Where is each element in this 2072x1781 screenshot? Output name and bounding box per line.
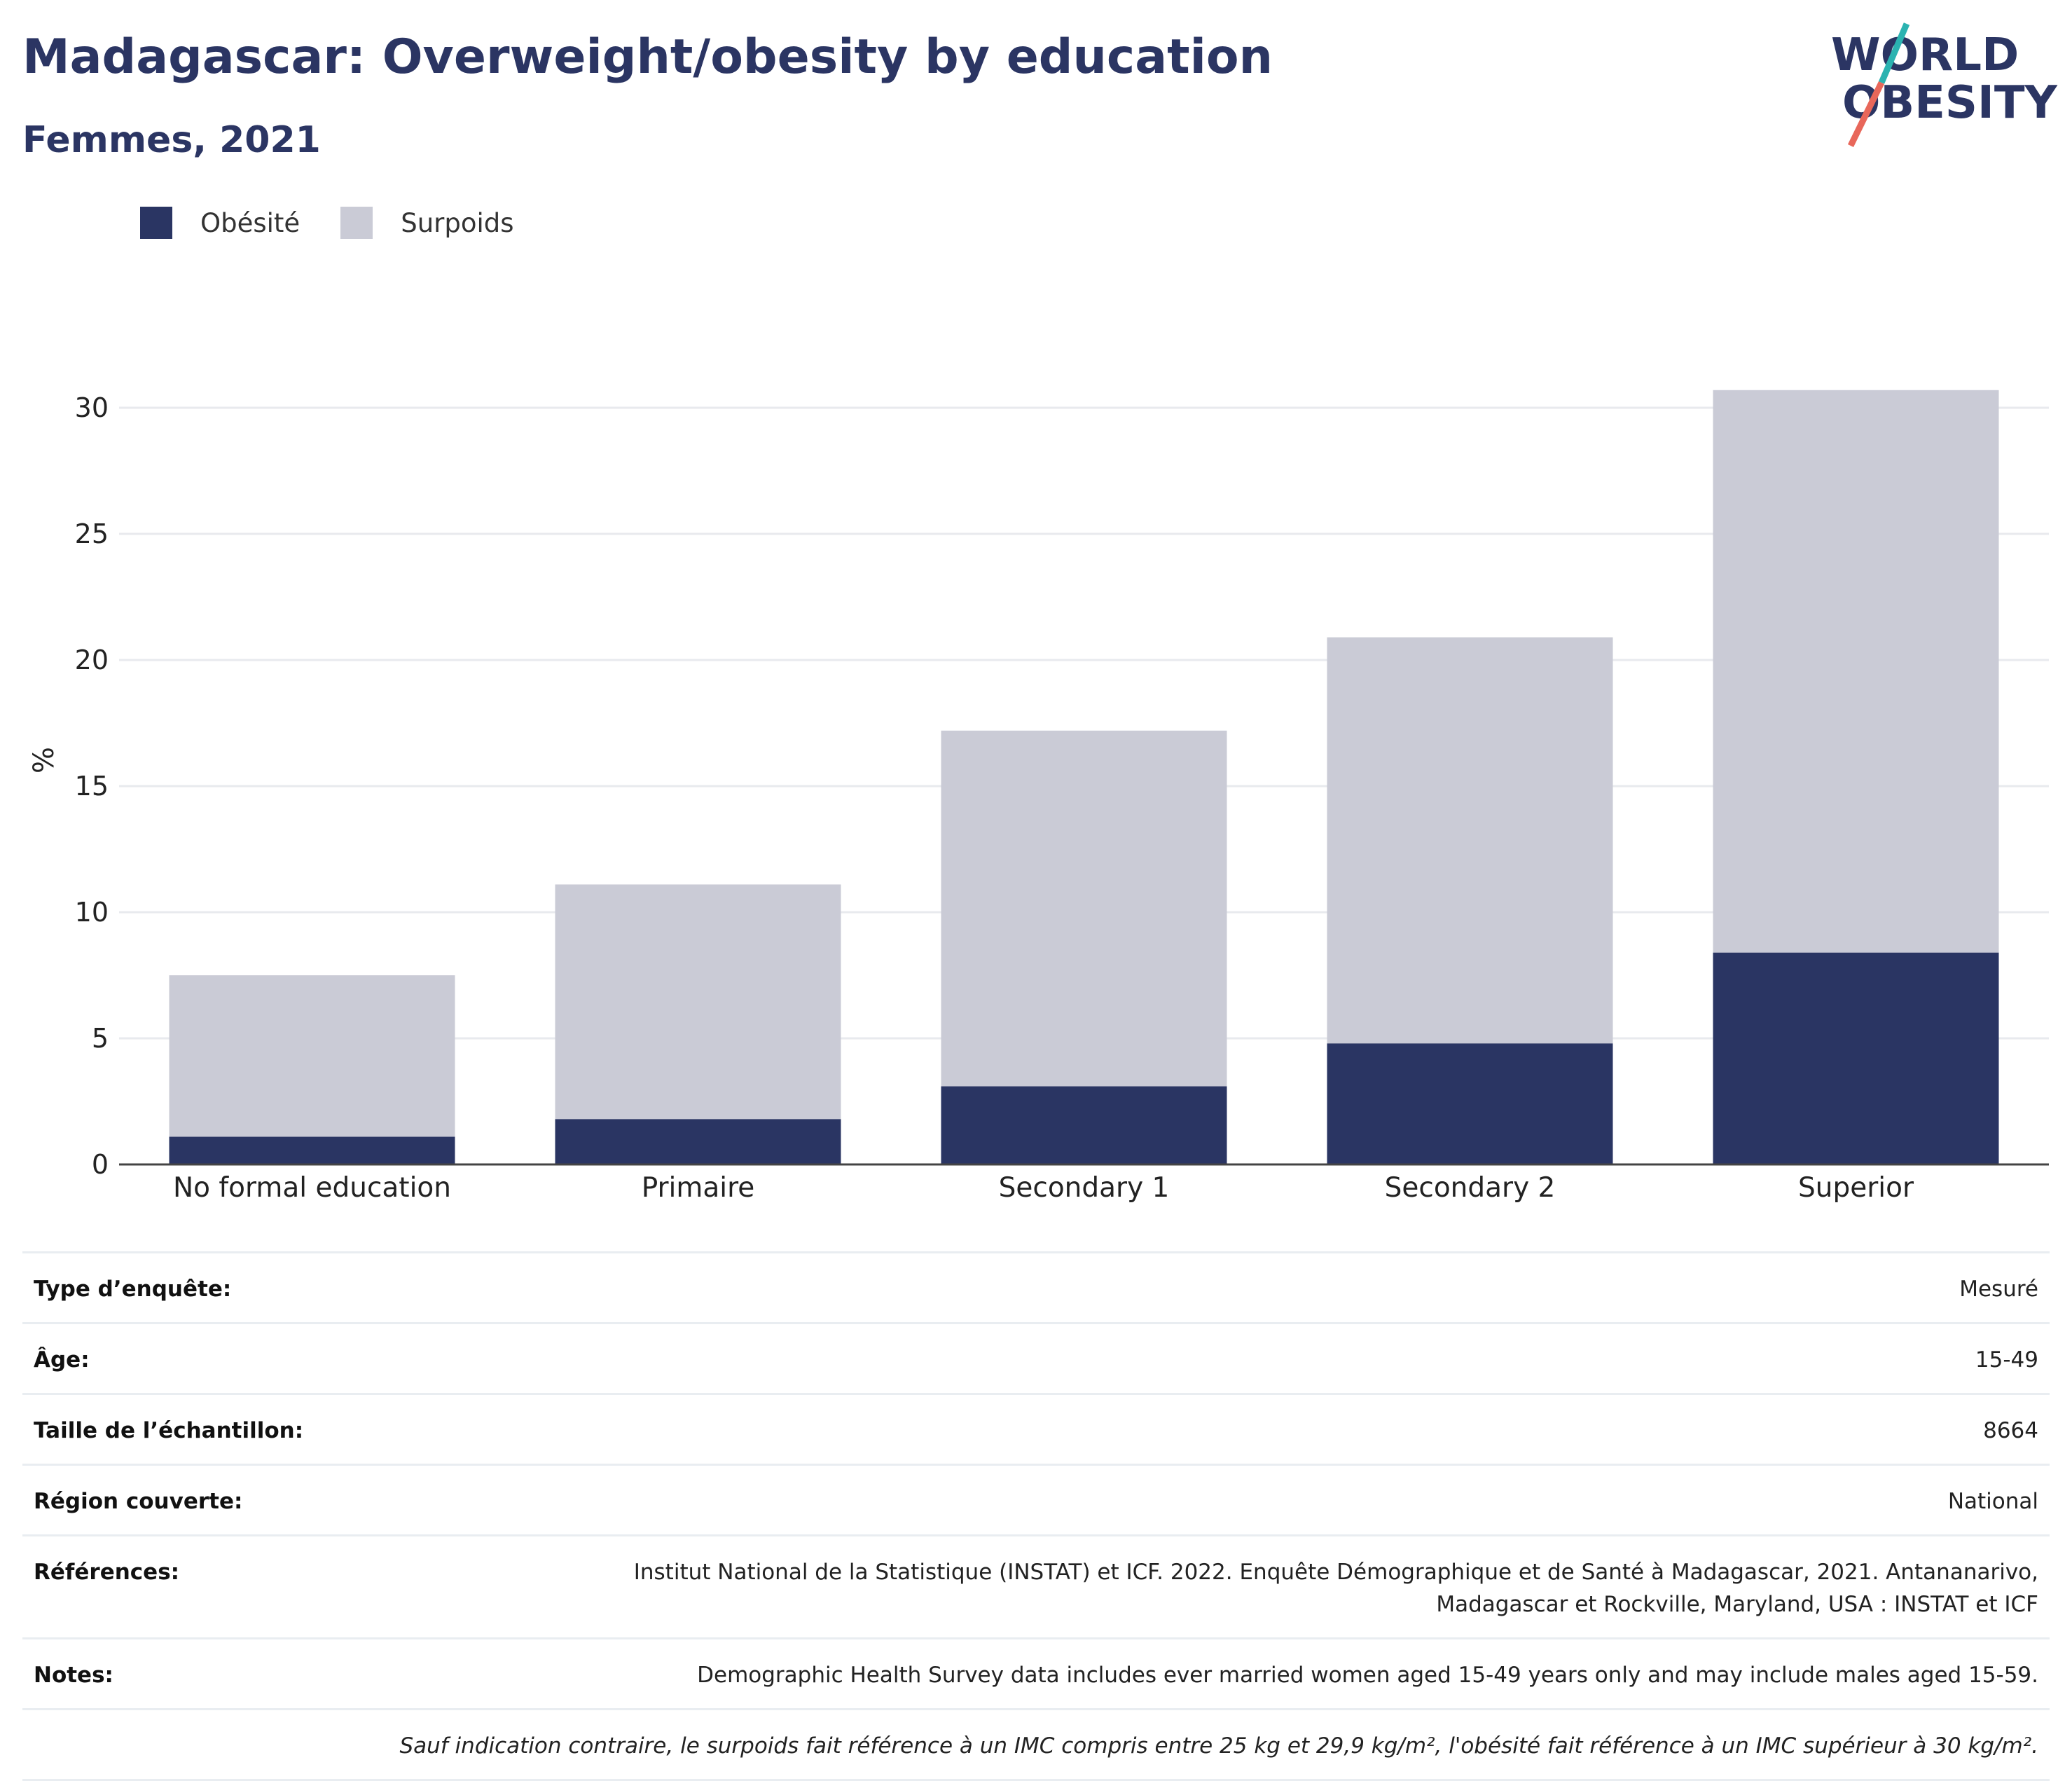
stacked-bar-chart: 0 5 10 15 20 25 30% No formal education Primaire… (28, 390, 2049, 1204)
info-key: Type d’enquête: (34, 1277, 232, 1302)
y-tick-label: 20 (75, 645, 109, 675)
chart-title: Madagascar: Overweight/obesity by educat… (22, 29, 1273, 85)
info-value: Institut National de la Statistique (INS… (633, 1560, 2038, 1617)
info-value: 15-49 (1975, 1347, 2038, 1373)
y-tick-label: 5 (92, 1023, 109, 1054)
logo-slash-coral (1847, 81, 1885, 147)
info-key: Taille de l’échantillon: (34, 1418, 304, 1443)
footnote-text: Sauf indication contraire, le surpoids f… (399, 1733, 2038, 1759)
info-value: 8664 (1983, 1418, 2038, 1443)
y-tick-label: 15 (75, 771, 109, 802)
legend-item-obesite[interactable]: Obésité (140, 207, 300, 239)
x-tick-label: Primaire (642, 1172, 755, 1204)
y-tick-label: 30 (75, 392, 109, 423)
info-value: Mesuré (1959, 1277, 2038, 1302)
y-tick-label: 0 (92, 1149, 109, 1180)
x-tick-label: No formal education (173, 1172, 451, 1204)
info-row-sample-size: Taille de l’échantillon: 8664 (22, 1395, 2050, 1466)
legend-swatch-obesite (140, 207, 172, 239)
bar-surpoids (1713, 390, 1999, 953)
logo-slash-teal (1878, 22, 1910, 84)
info-value: National (1947, 1489, 2038, 1514)
bar-surpoids (1327, 637, 1613, 1044)
info-row-references: Références: Institut National de la Stat… (22, 1536, 2050, 1639)
info-row-age: Âge: 15-49 (22, 1324, 2050, 1395)
world-obesity-logo: WORLD OBESITY (1831, 22, 2057, 147)
bar-obesite (169, 1136, 455, 1164)
info-key: Références: (34, 1560, 180, 1585)
y-tick-label: 25 (75, 518, 109, 549)
x-tick-label: Secondary 1 (999, 1172, 1170, 1204)
y-axis-label: % (28, 747, 60, 773)
info-row-region: Région couverte: National (22, 1466, 2050, 1536)
y-tick-label: 10 (75, 897, 109, 928)
legend-swatch-surpoids (340, 207, 373, 239)
legend-item-surpoids[interactable]: Surpoids (340, 207, 514, 239)
info-key: Âge: (34, 1347, 90, 1373)
info-key: Notes: (34, 1663, 113, 1688)
info-row-footnote: Sauf indication contraire, le surpoids f… (22, 1710, 2050, 1781)
bar-surpoids (555, 884, 841, 1120)
info-key: Région couverte: (34, 1489, 243, 1514)
bar-obesite (555, 1119, 841, 1164)
chart-legend: Obésité Surpoids (140, 207, 555, 239)
chart-subtitle: Femmes, 2021 (22, 119, 321, 161)
info-table: Type d’enquête: Mesuré Âge: 15-49 Taille… (22, 1251, 2050, 1781)
bar-surpoids (169, 975, 455, 1137)
legend-label-obesite: Obésité (200, 207, 301, 238)
info-value: Demographic Health Survey data includes … (697, 1663, 2038, 1688)
x-tick-label: Superior (1798, 1172, 1914, 1204)
bar-surpoids (941, 730, 1227, 1087)
info-row-survey-type: Type d’enquête: Mesuré (22, 1253, 2050, 1324)
x-tick-label: Secondary 2 (1385, 1172, 1556, 1204)
logo-line-world: WORLD (1831, 29, 2019, 81)
legend-label-surpoids: Surpoids (401, 207, 514, 238)
bar-obesite (1327, 1043, 1613, 1164)
info-row-notes: Notes: Demographic Health Survey data in… (22, 1639, 2050, 1710)
bar-obesite (1713, 952, 1999, 1164)
bar-obesite (941, 1086, 1227, 1164)
